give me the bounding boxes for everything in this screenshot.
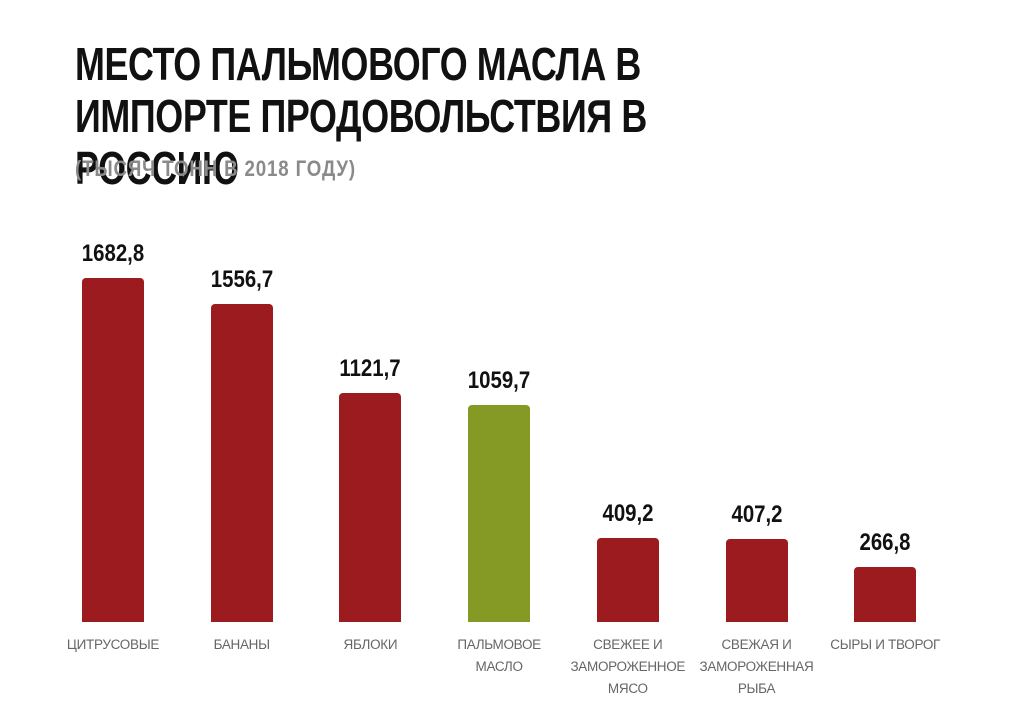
value-label: 409,2 xyxy=(602,500,654,528)
x-tick-label: СЫРЫ И ТВОРОГ xyxy=(830,637,941,652)
value-label: 1556,7 xyxy=(210,265,273,293)
value-label: 1121,7 xyxy=(339,354,402,382)
value-label: 266,8 xyxy=(859,529,911,557)
x-tick-label: ПАЛЬМОВОЕ МАСЛО xyxy=(457,637,541,674)
bar xyxy=(82,278,144,622)
bar xyxy=(210,303,273,622)
chart-title: МЕСТО ПАЛЬМОВОГО МАСЛА В ИМПОРТЕ ПРОДОВО… xyxy=(75,38,647,194)
x-tick-label: БАНАНЫ xyxy=(213,637,271,652)
x-tick-label: СВЕЖЕЕ И ЗАМОРОЖЕННОЕ МЯСО xyxy=(570,637,686,696)
x-tick-label: ЦИТРУСОВЫЕ xyxy=(66,637,160,652)
value-label: 407,2 xyxy=(730,500,783,528)
bar xyxy=(725,538,788,622)
bar xyxy=(854,567,917,622)
x-tick-label: СВЕЖАЯ И ЗАМОРОЖЕННАЯ РЫБА xyxy=(699,637,814,696)
value-label: 1059,7 xyxy=(467,367,531,395)
chart-subtitle: (ТЫСЯЧ ТОНН В 2018 ГОДУ) xyxy=(75,156,356,181)
x-tick-label: ЯБЛОКИ xyxy=(343,637,398,652)
bar xyxy=(596,538,659,622)
bar xyxy=(339,392,402,622)
bar xyxy=(468,405,531,622)
value-label: 1682,8 xyxy=(81,240,145,267)
